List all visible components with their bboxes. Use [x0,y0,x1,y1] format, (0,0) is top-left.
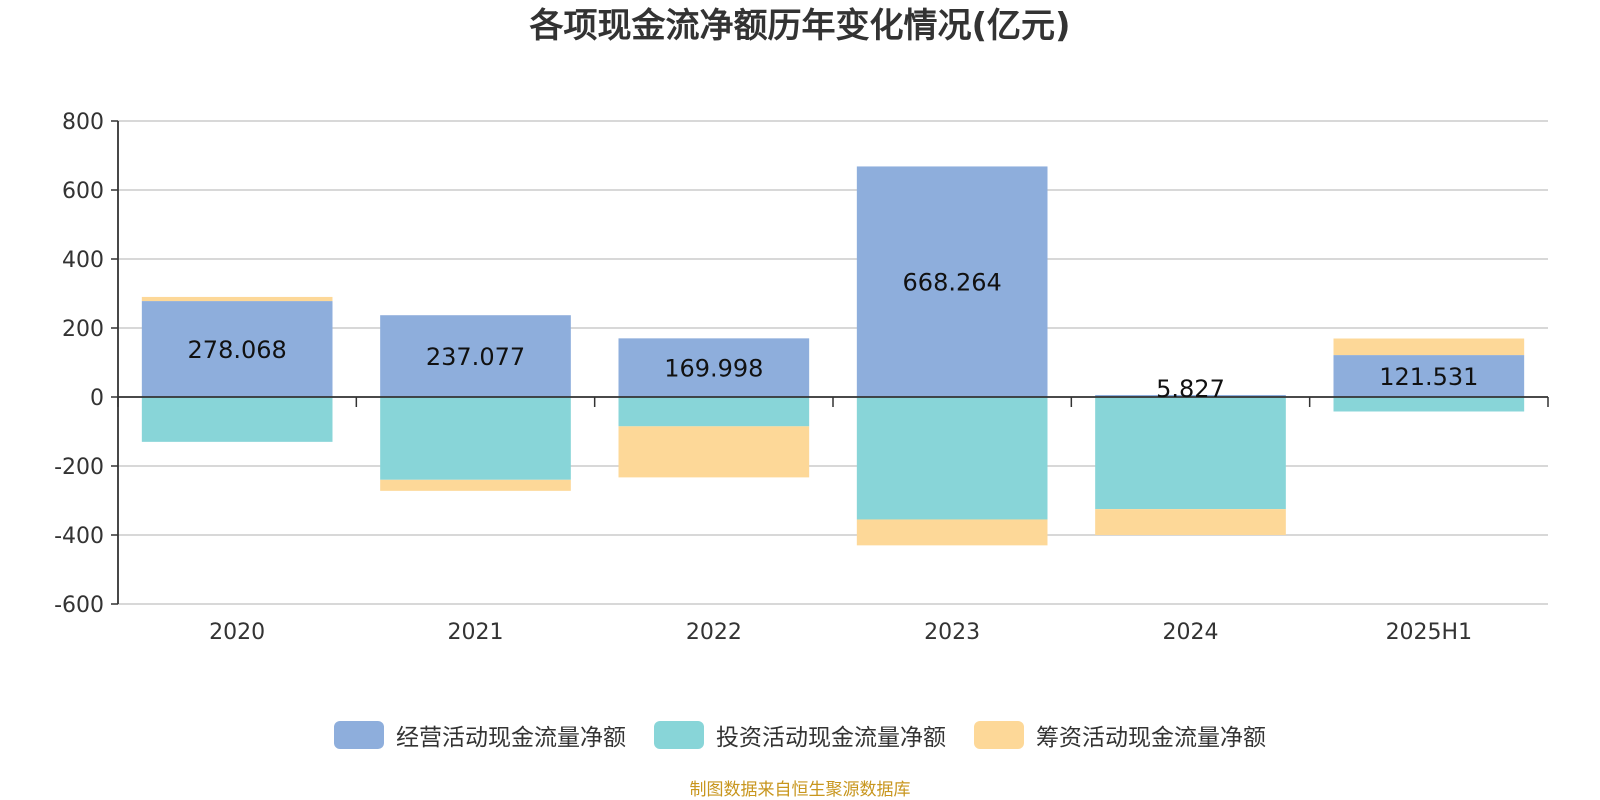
bar-segment-3-2020[interactable] [141,296,333,302]
bar-segment-1-2022[interactable] [618,338,810,397]
x-tick-label: 2022 [686,620,742,645]
y-tick-label: 400 [62,248,104,273]
bar-segment-1-2025H1[interactable] [1333,355,1525,397]
bar-segment-2-2020[interactable] [141,397,333,442]
legend-item-operating[interactable]: 经营活动现金流量净额 [334,718,626,752]
legend-item-investing[interactable]: 投资活动现金流量净额 [654,718,946,752]
legend-label-financing: 筹资活动现金流量净额 [1036,725,1266,751]
legend-swatch-investing [654,721,704,749]
bar-segment-2-2024[interactable] [1095,397,1286,510]
legend-swatch-financing [974,721,1024,749]
legend-label-investing: 投资活动现金流量净额 [716,725,946,751]
bar-segment-2-2025H1[interactable] [1333,397,1525,412]
data-label-2020: 278.068 [188,336,287,364]
bar-segment-2-2023[interactable] [856,397,1048,520]
y-tick-label: 800 [62,110,104,135]
grid-lines [118,120,1548,605]
x-tick-label: 2023 [924,620,980,645]
y-tick-label: -600 [54,593,104,618]
source-note: 制图数据来自恒生聚源数据库 [689,780,911,800]
bar-segment-3-2025H1[interactable] [1333,338,1525,356]
x-tick-label: 2020 [209,620,265,645]
bar-segment-1-2020[interactable] [141,301,333,397]
bar-segment-3-2022[interactable] [618,426,810,478]
y-tick-label: 0 [90,386,104,411]
data-label-2024: 5.827 [1156,375,1225,403]
x-tick-label: 2024 [1163,620,1219,645]
bar-series [141,166,1525,546]
bar-segment-3-2023[interactable] [856,519,1048,546]
bar-segment-2-2021[interactable] [380,397,571,480]
legend-swatch-operating [334,721,384,749]
bar-segment-2-2022[interactable] [618,397,810,427]
x-tick-label: 2025H1 [1386,620,1473,645]
y-tick-label: -400 [54,524,104,549]
bar-segment-1-2023[interactable] [856,166,1048,397]
axes: 800 600 400 200 0 -200 -400 -600 2020 2021 2022 202… [54,110,1549,645]
y-tick-label: 200 [62,317,104,342]
data-labels: 278.068 237.077 169.998 668.264 5.827 121.531 [188,269,1479,403]
data-label-2022: 169.998 [664,355,763,383]
data-label-2023: 668.264 [903,269,1002,297]
data-label-2025H1: 121.531 [1379,363,1478,391]
bar-segment-1-2024[interactable] [1095,394,1286,397]
chart-title: 各项现金流净额历年变化情况(亿元) [529,6,1071,46]
x-tick-label: 2021 [448,620,504,645]
data-label-2021: 237.077 [426,343,525,371]
y-tick-label: -200 [54,455,104,480]
bar-segment-3-2021[interactable] [380,479,571,491]
bar-segment-3-2024[interactable] [1095,509,1286,535]
legend-label-operating: 经营活动现金流量净额 [396,725,626,751]
y-tick-label: 600 [62,179,104,204]
bar-segment-1-2021[interactable] [380,315,571,397]
legend-item-financing[interactable]: 筹资活动现金流量净额 [974,718,1266,752]
legend: 经营活动现金流量净额 投资活动现金流量净额 筹资活动现金流量净额 [0,718,1600,752]
